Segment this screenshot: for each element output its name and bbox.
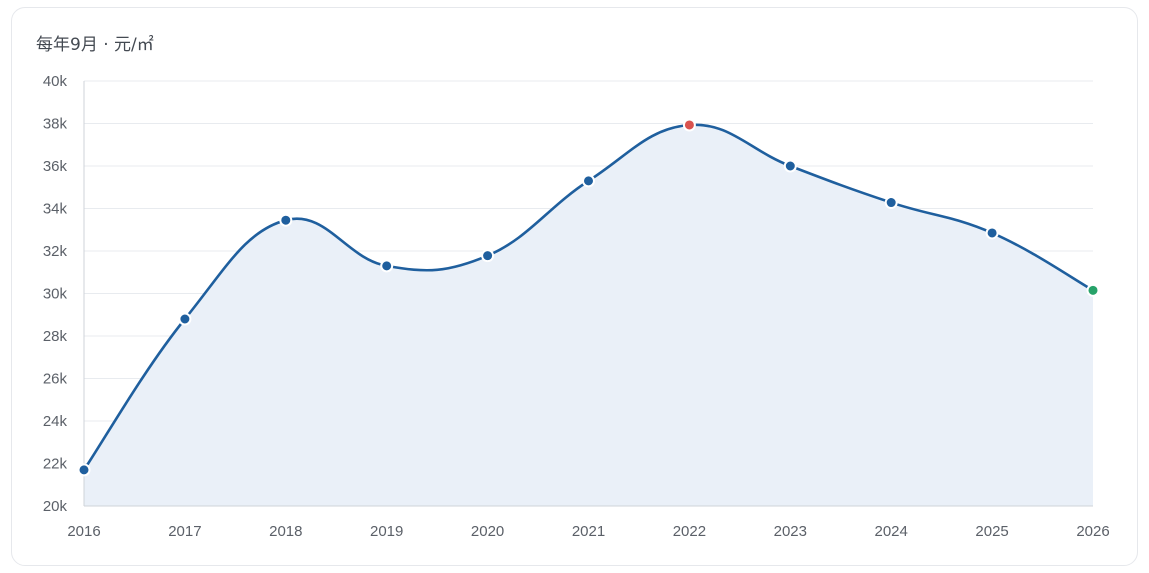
x-tick-label: 2019: [370, 523, 403, 540]
y-tick-labels: 20k 22k 24k 26k 28k 30k 32k 34k 36k 38k 40k: [43, 73, 68, 515]
x-tick-label: 2025: [975, 523, 1008, 540]
y-tick-label: 38k: [43, 116, 68, 133]
y-tick-label: 30k: [43, 286, 68, 303]
y-tick-label: 40k: [43, 73, 68, 90]
x-tick-label: 2022: [673, 523, 706, 540]
x-tick-label: 2021: [572, 523, 605, 540]
y-tick-label: 34k: [43, 201, 68, 218]
series-line: [82, 123, 1094, 471]
data-point: [481, 249, 495, 263]
axes: [83, 81, 1093, 507]
x-tick-label: 2017: [168, 523, 201, 540]
x-tick-label: 2018: [269, 523, 302, 540]
y-tick-label: 32k: [43, 243, 68, 260]
data-point: [77, 463, 91, 477]
data-point-latest: [1086, 283, 1100, 297]
y-tick-label: 28k: [43, 328, 68, 345]
data-point: [985, 226, 999, 240]
data-points: [77, 118, 1100, 477]
y-tick-label: 36k: [43, 158, 68, 175]
x-tick-label: 2020: [471, 523, 504, 540]
x-tick-label: 2026: [1076, 523, 1109, 540]
data-point: [783, 159, 797, 173]
y-tick-label: 22k: [43, 456, 68, 473]
y-tick-label: 26k: [43, 371, 68, 388]
series-area: [84, 124, 1093, 506]
data-point: [380, 259, 394, 273]
chart-title: 每年9月 · 元/㎡: [36, 35, 154, 55]
series-line-path: [82, 123, 1094, 471]
data-point: [178, 312, 192, 326]
x-tick-label: 2016: [67, 523, 100, 540]
x-tick-label: 2023: [774, 523, 807, 540]
x-tick-label: 2024: [875, 523, 908, 540]
data-point: [884, 196, 898, 210]
data-point: [582, 174, 595, 188]
x-tick-labels: 2016 2017 2018 2019 2020 2021 2022 2023 2024 2025…: [67, 523, 1109, 540]
y-tick-label: 20k: [43, 498, 68, 515]
data-point-max: [682, 118, 696, 132]
y-tick-label: 24k: [43, 413, 68, 430]
data-point: [279, 213, 293, 227]
area-fill: [84, 124, 1093, 506]
